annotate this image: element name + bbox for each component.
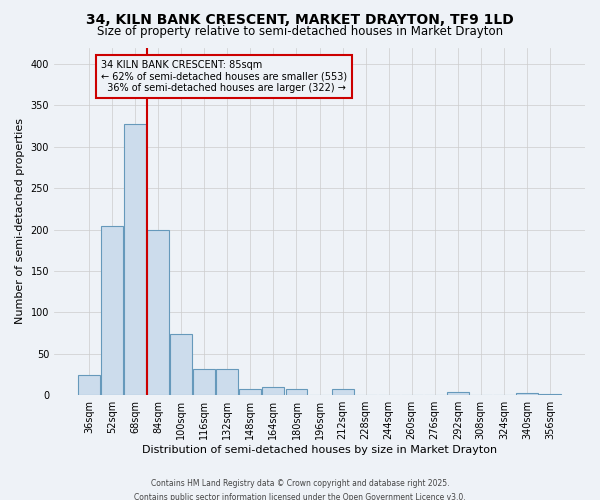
- Bar: [78, 374, 100, 395]
- Bar: [262, 387, 284, 395]
- X-axis label: Distribution of semi-detached houses by size in Market Drayton: Distribution of semi-detached houses by …: [142, 445, 497, 455]
- Bar: [147, 230, 169, 395]
- Bar: [286, 388, 307, 395]
- Text: 34 KILN BANK CRESCENT: 85sqm
← 62% of semi-detached houses are smaller (553)
  3: 34 KILN BANK CRESCENT: 85sqm ← 62% of se…: [101, 60, 347, 93]
- Y-axis label: Number of semi-detached properties: Number of semi-detached properties: [15, 118, 25, 324]
- Bar: [447, 392, 469, 395]
- Text: Contains public sector information licensed under the Open Government Licence v3: Contains public sector information licen…: [134, 494, 466, 500]
- Bar: [239, 388, 262, 395]
- Text: 34, KILN BANK CRESCENT, MARKET DRAYTON, TF9 1LD: 34, KILN BANK CRESCENT, MARKET DRAYTON, …: [86, 12, 514, 26]
- Bar: [539, 394, 561, 395]
- Bar: [516, 392, 538, 395]
- Text: Contains HM Land Registry data © Crown copyright and database right 2025.: Contains HM Land Registry data © Crown c…: [151, 478, 449, 488]
- Bar: [170, 334, 192, 395]
- Text: Size of property relative to semi-detached houses in Market Drayton: Size of property relative to semi-detach…: [97, 25, 503, 38]
- Bar: [193, 368, 215, 395]
- Bar: [124, 124, 146, 395]
- Bar: [101, 226, 123, 395]
- Bar: [332, 388, 353, 395]
- Bar: [217, 368, 238, 395]
